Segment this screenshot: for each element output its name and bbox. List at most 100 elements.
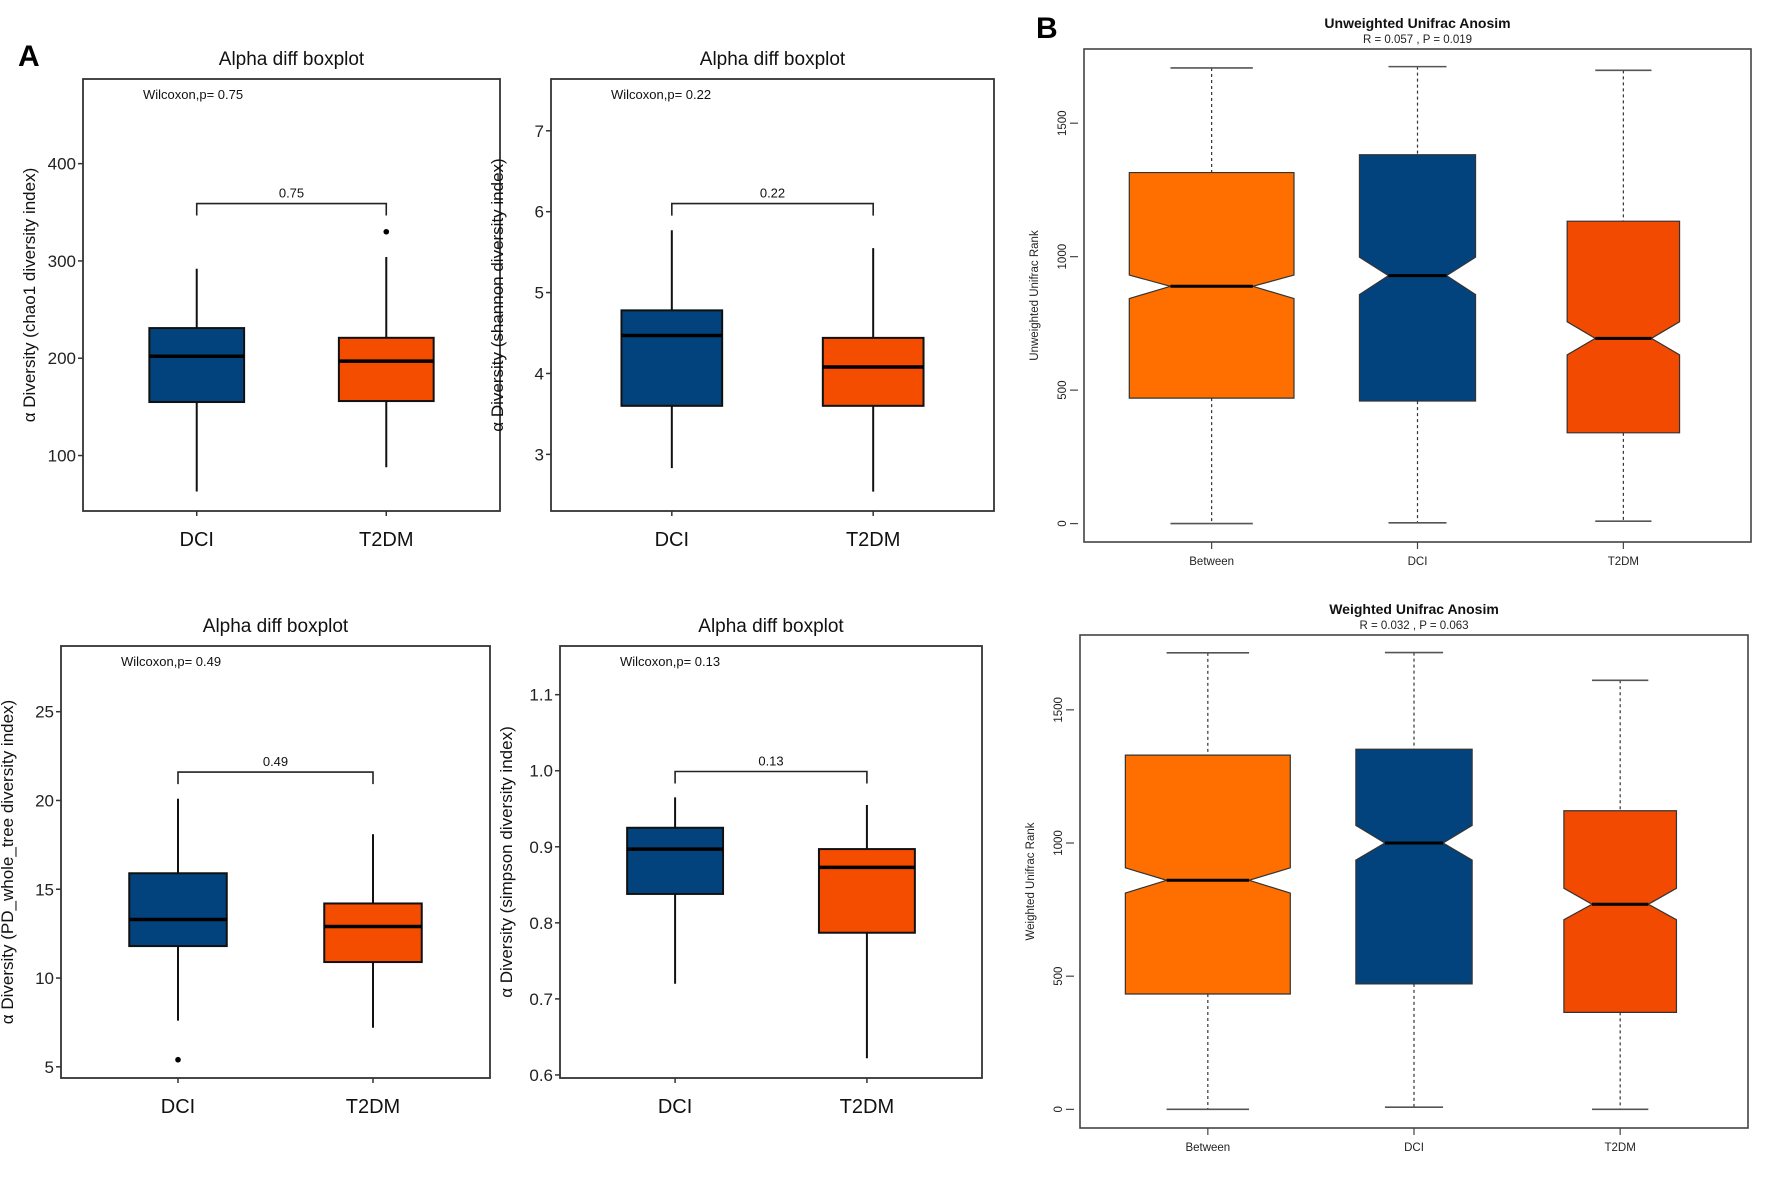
y-tick-label: 15 — [35, 880, 54, 899]
y-tick-label: 10 — [35, 969, 54, 988]
y-axis-label: α Diversity (chao1 diversity index) — [20, 168, 39, 423]
y-axis-label: Unweighted Unifrac Rank — [1029, 230, 1041, 361]
chart-title: Alpha diff boxplot — [203, 616, 349, 637]
chart-subtitle: R = 0.057 , P = 0.019 — [1363, 34, 1472, 46]
panel-b-label: B — [1036, 12, 1058, 45]
wilcoxon-annotation: Wilcoxon,p= 0.22 — [611, 87, 711, 102]
box-dci — [620, 230, 724, 469]
x-tick-label: T2DM — [346, 1096, 400, 1118]
y-tick-label: 20 — [35, 791, 54, 810]
y-tick-label: 0.7 — [529, 990, 553, 1009]
x-tick-label: T2DM — [846, 529, 900, 551]
wilcoxon-annotation: Wilcoxon,p= 0.13 — [620, 654, 720, 669]
y-axis-label: α Diversity (PD_whole_tree diversity ind… — [0, 700, 17, 1024]
notched-box-dci — [1355, 651, 1473, 1109]
y-tick-label: 1.1 — [529, 686, 553, 705]
box-body — [821, 336, 925, 407]
x-tick-label: DCI — [180, 529, 214, 551]
bracket-label: 0.49 — [263, 754, 288, 769]
chart-title: Alpha diff boxplot — [700, 49, 846, 70]
chart-title: Alpha diff boxplot — [698, 616, 844, 637]
x-tick-label: DCI — [1408, 556, 1428, 568]
significance-bracket — [671, 202, 874, 216]
chart-title: Alpha diff boxplot — [219, 49, 365, 70]
x-tick-label: DCI — [655, 529, 689, 551]
bracket-label: 0.75 — [279, 186, 304, 201]
notched-box-dci — [1358, 65, 1477, 524]
chart-panel-1: Alpha diff boxplot Wilcoxon,p= 0.75 α Dive… — [20, 49, 501, 551]
notched-box-between — [1124, 652, 1291, 1111]
x-tick-label: DCI — [1404, 1142, 1424, 1154]
box-dci — [148, 268, 246, 492]
y-tick-label: 1000 — [1057, 244, 1069, 270]
y-tick-label: 500 — [1057, 381, 1069, 400]
y-tick-label: 4 — [535, 364, 544, 383]
y-tick-label: 200 — [48, 349, 76, 368]
box-body — [337, 336, 435, 403]
y-tick-label: 300 — [48, 252, 76, 271]
plot-frame — [550, 78, 995, 512]
y-tick-label: 0.6 — [529, 1066, 553, 1085]
y-tick-label: 0 — [1057, 520, 1069, 526]
box-body — [128, 872, 228, 948]
box-t2dm — [817, 804, 916, 1059]
box-body — [1563, 810, 1678, 1014]
y-axis-label: α Diversity (simpson diversity index) — [497, 726, 516, 998]
y-tick-label: 1000 — [1053, 830, 1065, 856]
y-tick-label: 25 — [35, 703, 54, 722]
bracket-label: 0.22 — [760, 186, 785, 201]
box-body — [626, 826, 725, 895]
bracket-label: 0.13 — [758, 753, 783, 768]
x-tick-label: T2DM — [1608, 556, 1639, 568]
y-tick-label: 1500 — [1053, 697, 1065, 723]
chart-panel-3: Alpha diff boxplot Wilcoxon,p= 0.49 α Dive… — [0, 616, 491, 1118]
outlier-point — [383, 228, 390, 235]
y-tick-label: 1500 — [1057, 110, 1069, 136]
y-tick-label: 0.9 — [529, 838, 553, 857]
y-tick-label: 3 — [535, 445, 544, 464]
x-tick-label: Between — [1185, 1142, 1230, 1154]
chart-panel-4: Alpha diff boxplot Wilcoxon,p= 0.13 α Dive… — [497, 616, 983, 1118]
box-body — [148, 327, 246, 404]
panel-a-label: A — [18, 40, 40, 73]
x-tick-label: T2DM — [1605, 1142, 1636, 1154]
box-body — [1124, 754, 1291, 995]
y-tick-label: 500 — [1053, 967, 1065, 986]
y-tick-label: 0.8 — [529, 914, 553, 933]
significance-bracket — [674, 770, 868, 784]
chart-title: Unweighted Unifrac Anosim — [1324, 15, 1510, 31]
y-axis-label: Weighted Unifrac Rank — [1025, 822, 1037, 940]
y-axis-label: α Diversity (shannon diversity index) — [488, 158, 507, 431]
notched-box-t2dm — [1563, 679, 1678, 1111]
wilcoxon-annotation: Wilcoxon,p= 0.49 — [121, 654, 221, 669]
y-tick-label: 7 — [535, 122, 544, 141]
box-body — [1566, 220, 1681, 434]
box-dci — [128, 798, 228, 1063]
y-tick-label: 1.0 — [529, 762, 553, 781]
y-tick-label: 6 — [535, 203, 544, 222]
box-t2dm — [337, 228, 435, 468]
box-body — [620, 309, 724, 407]
outlier-point — [175, 1056, 181, 1063]
wilcoxon-annotation: Wilcoxon,p= 0.75 — [143, 87, 243, 102]
x-tick-label: Between — [1189, 556, 1234, 568]
y-tick-label: 0 — [1053, 1106, 1065, 1112]
x-tick-label: T2DM — [840, 1096, 894, 1118]
notched-box-t2dm — [1566, 69, 1681, 522]
chart-panel-5: Unweighted Unifrac Anosim R = 0.057 , P =… — [1029, 15, 1752, 568]
x-tick-label: DCI — [161, 1096, 195, 1118]
box-body — [1355, 748, 1473, 985]
box-t2dm — [821, 248, 925, 492]
significance-bracket — [177, 771, 374, 785]
plot-frame — [559, 645, 983, 1079]
chart-panel-2: Alpha diff boxplot Wilcoxon,p= 0.22 α Dive… — [488, 49, 995, 551]
y-tick-label: 5 — [45, 1058, 54, 1077]
box-body — [323, 902, 423, 964]
significance-bracket — [195, 202, 388, 216]
chart-title: Weighted Unifrac Anosim — [1329, 601, 1499, 617]
x-tick-label: DCI — [658, 1096, 692, 1118]
x-tick-label: T2DM — [359, 529, 413, 551]
box-dci — [626, 797, 725, 984]
box-t2dm — [323, 834, 423, 1028]
